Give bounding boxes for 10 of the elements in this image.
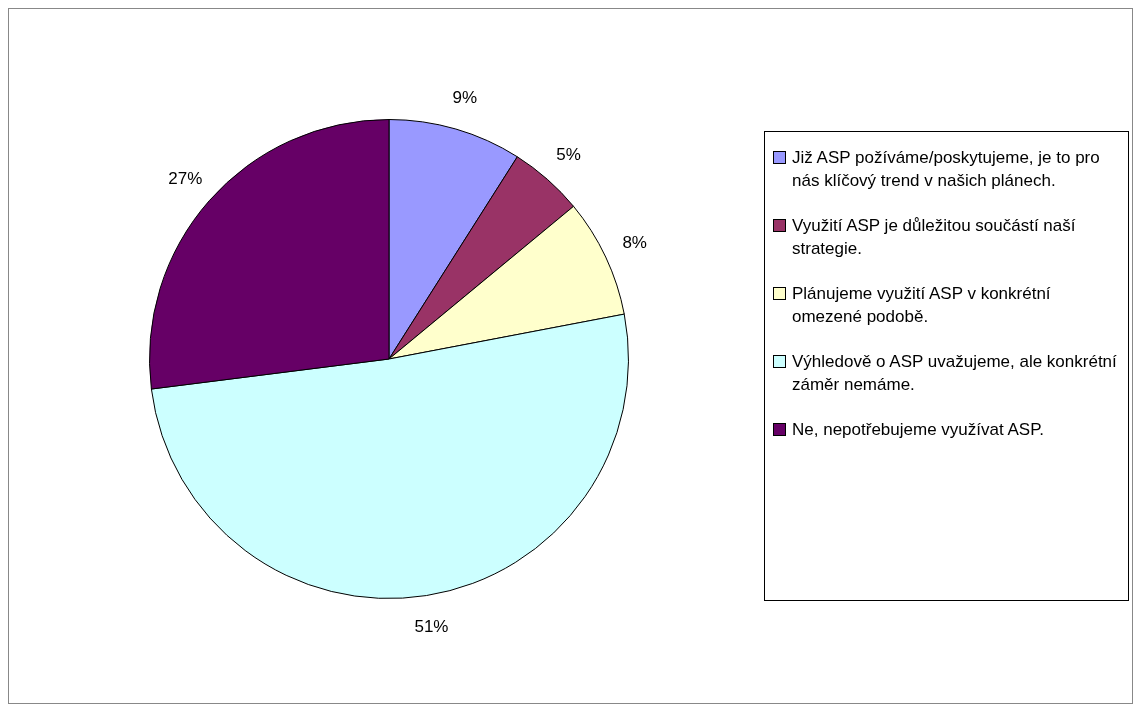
data-label: 5% (556, 145, 581, 165)
legend-label: Plánujeme využití ASP v konkrétní omezené podobě. (792, 283, 1052, 328)
data-label: 8% (622, 233, 647, 253)
legend-label: Výhledově o ASP uvažujeme, ale konkrétní záměr nemáme. (792, 351, 1118, 396)
data-label: 9% (452, 87, 478, 107)
legend-label: Ne, nepotřebujeme využívat ASP. (792, 419, 1045, 441)
data-label: 51% (414, 616, 449, 636)
legend-label: Již ASP požíváme/poskytujeme, je to pro nás klíčový trend v našich plánech. (792, 147, 1101, 192)
legend-label: Využití ASP je důležitou součástí naší strategie. (792, 215, 1077, 260)
data-label: 27% (168, 169, 203, 189)
